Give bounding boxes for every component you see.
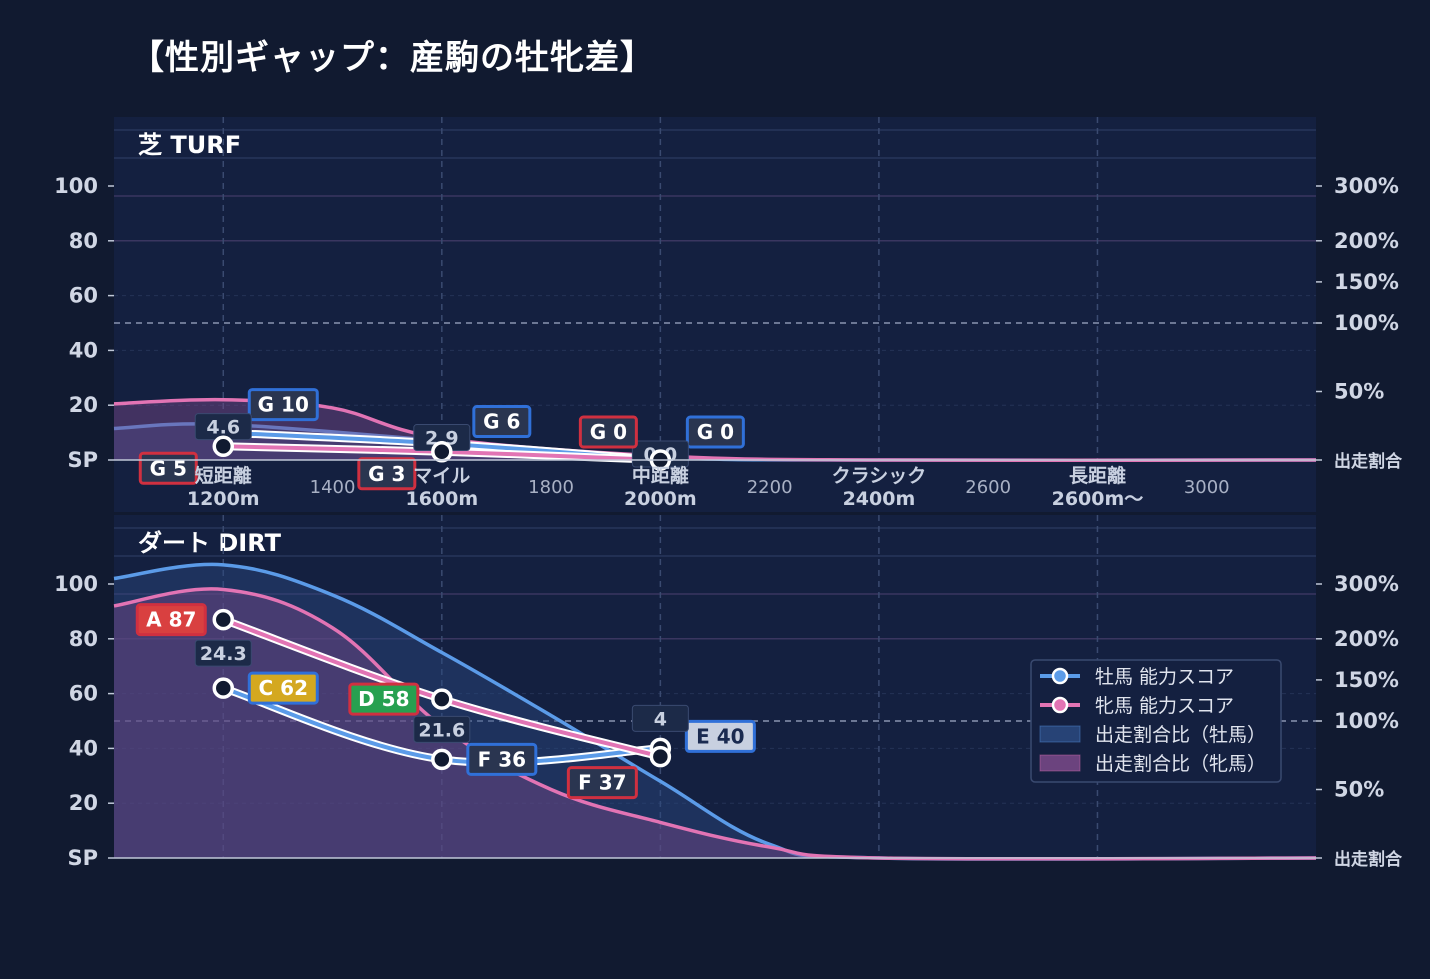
x-tick-label: 2600m〜 (1052, 488, 1144, 510)
data-point (212, 677, 235, 699)
gap-label: 2.9 (425, 428, 459, 450)
grade-badge (466, 742, 538, 776)
y2-tick-label: 300% (1334, 572, 1399, 596)
grade-badge (247, 388, 319, 422)
x-tick-label: 2000m (624, 488, 697, 510)
x-tick-label: 短距離 (195, 464, 252, 487)
y2-tick-label: 200% (1334, 229, 1399, 253)
x-tick-label: 1400 (310, 477, 356, 498)
grade-label: G 0 (697, 420, 734, 444)
data-point (212, 435, 235, 458)
x-tick-label: 3000 (1184, 477, 1230, 498)
gap-label: 21.6 (418, 719, 465, 741)
panel-title: ダート DIRT (138, 529, 282, 557)
grade-badge (138, 451, 198, 485)
y-tick-label: 60 (69, 284, 98, 308)
y-tick-label: 20 (69, 791, 98, 815)
legend-box (1030, 659, 1282, 783)
grade-badge (685, 415, 745, 449)
gap-label: 4 (654, 708, 667, 730)
x-tick-label: 2600 (965, 477, 1011, 498)
x-tick-label: 長距離 (1069, 464, 1126, 487)
grade-badge (357, 457, 417, 491)
legend-label: 牡馬 能力スコア (1095, 666, 1234, 688)
x-tick-label: 2200 (747, 477, 793, 498)
chart-title: 【性別ギャップ：産駒の牡牝差】 (130, 38, 655, 78)
legend-label: 牝馬 能力スコア (1095, 695, 1234, 717)
y2-tick-label: 出走割合 (1334, 849, 1403, 870)
y2-tick-label: 50% (1334, 380, 1384, 404)
y2-tick-label: 300% (1334, 174, 1399, 198)
y-tick-label: 80 (69, 627, 98, 651)
data-point (431, 688, 453, 710)
panel-title: 芝 TURF (138, 131, 241, 159)
gap-badge (194, 639, 252, 667)
grade-badge (566, 766, 638, 800)
y2-tick-label: 50% (1334, 778, 1384, 802)
gap-badge (413, 715, 471, 743)
x-tick-label: 1200m (187, 488, 260, 510)
x-tick-label: 1600m (405, 488, 478, 510)
grade-label: G 0 (590, 420, 627, 444)
grade-label: A 87 (146, 608, 196, 632)
grade-badge (472, 405, 532, 439)
y-tick-label: 60 (69, 682, 98, 706)
y-tick-label: 100 (54, 572, 98, 596)
grade-badge (578, 415, 638, 449)
y2-tick-label: 200% (1334, 627, 1399, 651)
grade-badge (135, 603, 207, 637)
y2-tick-label: 100% (1334, 709, 1399, 733)
y-tick-label: SP (67, 448, 98, 472)
legend-marker (1051, 696, 1069, 714)
x-tick-label: クラシック (832, 465, 927, 487)
y2-tick-label: 出走割合 (1334, 451, 1403, 472)
y-tick-label: 100 (54, 174, 98, 198)
x-tick-label: 1800 (528, 477, 574, 498)
grade-badge (247, 671, 319, 705)
gap-label: 4.6 (206, 417, 240, 439)
grade-badge (348, 682, 420, 716)
gap-badge (631, 704, 689, 732)
legend-marker (1051, 667, 1069, 685)
x-tick-label: マイル (413, 465, 470, 487)
grade-label: C 62 (259, 676, 308, 700)
data-point (431, 748, 453, 771)
y-tick-label: SP (67, 846, 98, 870)
gap-label: 24.3 (200, 643, 247, 665)
x-tick-label: 中距離 (632, 464, 689, 487)
x-tick-label: 2400m (843, 488, 916, 510)
y2-tick-label: 100% (1334, 311, 1399, 335)
legend-swatch (1039, 754, 1081, 772)
y2-tick-label: 150% (1334, 270, 1399, 294)
data-point (649, 745, 672, 768)
ratio-area (114, 588, 1316, 859)
data-point (212, 608, 235, 631)
grade-label: D 58 (358, 687, 409, 711)
data-point (431, 441, 453, 463)
y-tick-label: 40 (69, 338, 98, 362)
grade-label: G 10 (258, 393, 309, 417)
y-tick-label: 20 (69, 393, 98, 417)
grade-label: E 40 (696, 724, 744, 748)
grade-label: G 6 (483, 410, 520, 434)
legend-label: 出走割合比（牡馬） (1095, 724, 1266, 746)
grade-label: G 3 (368, 462, 405, 486)
grade-badge (684, 719, 756, 753)
legend-label: 出走割合比（牝馬） (1095, 753, 1266, 775)
y-tick-label: 80 (69, 229, 98, 253)
y-tick-label: 40 (69, 736, 98, 760)
legend-swatch (1039, 725, 1081, 743)
grade-label: F 36 (478, 747, 526, 771)
grade-label: F 37 (578, 771, 626, 795)
y2-tick-label: 150% (1334, 668, 1399, 692)
